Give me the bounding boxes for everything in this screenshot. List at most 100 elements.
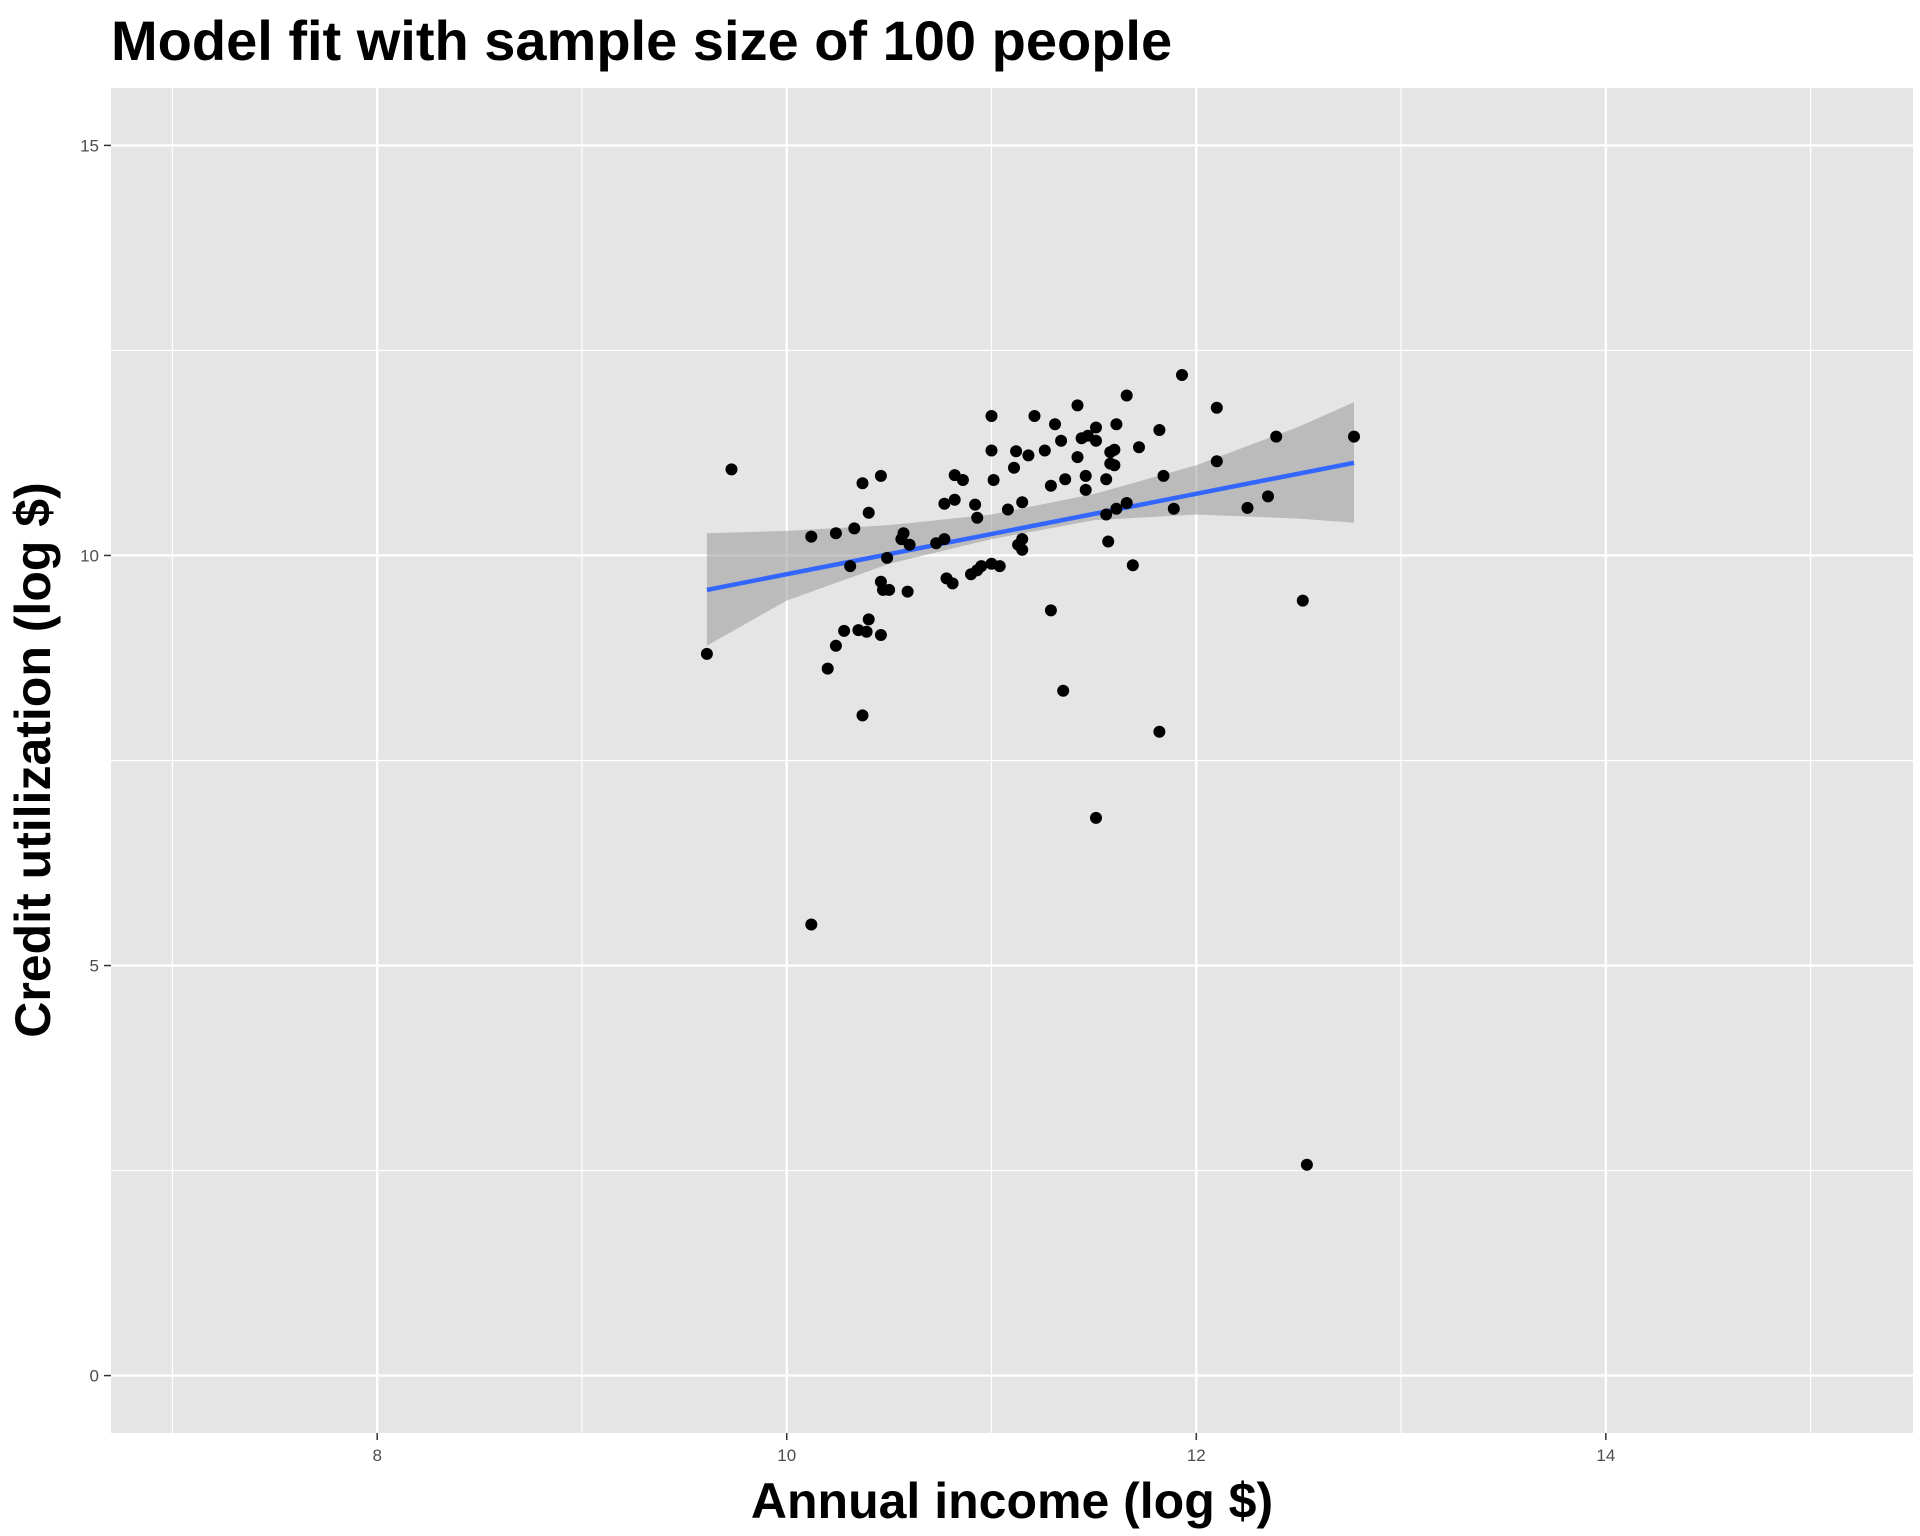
y-tick-label: 5	[90, 957, 99, 976]
data-point	[848, 522, 861, 535]
data-point	[948, 493, 961, 506]
data-point	[700, 647, 713, 660]
data-point	[829, 527, 842, 540]
data-point	[725, 463, 738, 476]
data-point	[1167, 502, 1180, 515]
data-point	[1090, 434, 1102, 447]
data-point	[985, 444, 998, 457]
y-tick-label: 10	[80, 546, 99, 565]
grid-lines	[111, 88, 1913, 1433]
data-point	[956, 474, 969, 486]
data-point	[1108, 443, 1121, 456]
data-point	[1270, 430, 1283, 443]
data-point	[1153, 424, 1166, 436]
data-point	[946, 577, 959, 590]
data-point	[1210, 455, 1223, 468]
data-point	[969, 498, 982, 511]
x-tick-label: 10	[777, 1446, 796, 1465]
chart-title: Model fit with sample size of 100 people	[111, 9, 1172, 72]
data-point	[1090, 811, 1102, 824]
data-point	[971, 511, 984, 524]
data-point	[856, 709, 869, 722]
data-point	[1057, 684, 1070, 697]
data-point	[838, 624, 851, 637]
data-point	[1022, 449, 1035, 462]
data-point	[1100, 508, 1113, 521]
x-axis: 8 10 12 14	[372, 1433, 1615, 1465]
y-axis: 0 5 10 15	[80, 136, 111, 1386]
data-point	[1296, 594, 1309, 607]
data-point	[1079, 469, 1092, 482]
data-point	[1001, 503, 1014, 516]
data-point	[1016, 543, 1029, 556]
data-point	[883, 583, 896, 596]
data-point	[1059, 473, 1072, 486]
data-point	[1079, 483, 1092, 496]
data-point	[1008, 461, 1020, 474]
data-point	[1102, 535, 1115, 548]
data-point	[987, 474, 1000, 486]
data-point	[1157, 469, 1170, 482]
data-point	[1241, 501, 1254, 514]
data-point	[874, 469, 887, 482]
x-tick-label: 8	[372, 1446, 381, 1465]
data-point	[1126, 559, 1139, 572]
data-point	[901, 585, 914, 598]
data-point	[1120, 389, 1133, 402]
data-point	[1010, 445, 1023, 458]
y-tick-label: 0	[90, 1367, 99, 1386]
data-point	[1071, 451, 1084, 464]
data-point	[881, 551, 894, 564]
y-axis-title: Credit utilization (log $)	[5, 482, 61, 1038]
data-point	[903, 538, 916, 551]
data-point	[862, 613, 875, 626]
confidence-band-group	[706, 402, 1354, 646]
x-tick-label: 12	[1187, 1446, 1206, 1465]
data-point	[975, 560, 988, 573]
data-point	[1090, 421, 1102, 434]
data-point	[1110, 502, 1123, 515]
data-points	[700, 369, 1360, 1171]
fit-line	[706, 460, 1355, 593]
data-point	[1071, 399, 1084, 412]
data-point	[1055, 434, 1068, 447]
data-point	[1044, 604, 1057, 617]
data-point	[1016, 533, 1029, 546]
confidence-band	[706, 402, 1354, 646]
data-point	[1300, 1158, 1313, 1171]
data-point	[874, 629, 887, 641]
data-point	[1262, 490, 1274, 503]
data-point	[1044, 479, 1057, 492]
data-point	[1176, 369, 1188, 381]
data-point	[1100, 473, 1113, 486]
data-point	[1133, 441, 1145, 454]
data-point	[860, 625, 873, 638]
x-tick-label: 14	[1596, 1446, 1615, 1465]
data-point	[897, 527, 910, 540]
data-point	[1108, 459, 1121, 472]
data-point	[1016, 496, 1029, 509]
data-point	[862, 506, 875, 519]
data-point	[1348, 430, 1360, 443]
fit-line-group	[706, 460, 1355, 593]
data-point	[938, 497, 951, 510]
data-point	[1049, 418, 1061, 431]
data-point	[1210, 401, 1223, 414]
data-point	[938, 533, 951, 546]
data-point	[985, 410, 998, 422]
data-point	[829, 639, 842, 652]
x-axis-title: Annual income (log $)	[751, 1473, 1273, 1529]
data-point	[1028, 410, 1041, 422]
data-point	[805, 918, 818, 931]
data-point	[805, 530, 818, 543]
data-point	[844, 560, 857, 573]
data-point	[993, 560, 1006, 573]
y-tick-label: 15	[80, 136, 99, 155]
data-point	[1038, 444, 1051, 457]
data-point	[856, 477, 869, 490]
data-point	[821, 662, 834, 675]
data-point	[1153, 725, 1166, 738]
data-point	[1110, 418, 1123, 431]
data-point	[1120, 497, 1133, 509]
